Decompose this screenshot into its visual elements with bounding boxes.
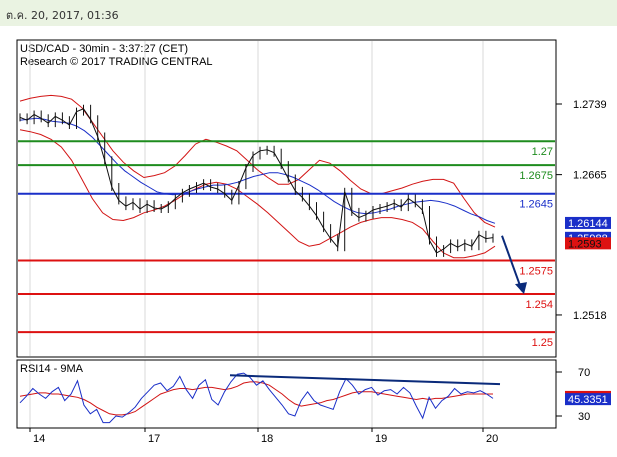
value-tag-label: 1.2593: [568, 238, 602, 250]
rsi-ma-line: [19, 381, 493, 416]
price-axis: 1.2739 1.2665 1.2518: [556, 99, 607, 322]
date-time-label: ต.ค. 20, 2017, 01:36: [6, 9, 119, 22]
date-time-bar: ต.ค. 20, 2017, 01:36: [0, 0, 617, 26]
x-tick-label: 20: [486, 433, 498, 445]
price-line: [19, 108, 494, 254]
bollinger-upper-line: [19, 94, 496, 228]
level-label: 1.2575: [519, 266, 553, 278]
rsi-panel-frame: [16, 359, 557, 429]
value-tag-box: [565, 216, 611, 229]
rsi-title: RSI14 - 9MA: [20, 363, 84, 375]
price-series: [19, 104, 494, 257]
rsi-y-tick-label: 70: [578, 367, 590, 379]
rsi-value-tag-label: 45.3351: [568, 394, 608, 406]
support-resistance-levels: 1.27 1.2675 1.2645 1.2575 1.254 1.25: [18, 140, 555, 349]
rsi-y-tick-label: 30: [578, 411, 590, 423]
value-tag-label: 1.26144: [568, 218, 608, 230]
chart-subtitle: Research © 2017 TRADING CENTRAL: [20, 56, 213, 68]
level-label: 1.254: [525, 299, 553, 311]
rsi-lines: [19, 372, 501, 424]
x-tick-label: 14: [33, 433, 45, 445]
forecast-arrow-shaft: [501, 235, 523, 292]
rsi-trendline: [229, 374, 501, 386]
x-tick-label: 17: [148, 433, 160, 445]
time-axis: 14 17 18 19 20: [29, 428, 498, 445]
y-tick-label: 1.2665: [573, 170, 607, 182]
main-panel: USD/CAD - 30min - 3:37:27 (CET) Research…: [16, 39, 611, 428]
rsi-panel: RSI14 - 9MA 703047.353445.3351: [16, 359, 611, 429]
rsi-line: [19, 372, 494, 424]
chart-title: USD/CAD - 30min - 3:37:27 (CET): [20, 43, 188, 55]
level-label: 1.27: [532, 146, 553, 158]
rsi-axis: 703047.353445.3351: [556, 367, 611, 423]
level-label: 1.2675: [519, 170, 553, 182]
bollinger-lower-line: [19, 129, 496, 259]
level-label: 1.2645: [519, 199, 553, 211]
y-tick-label: 1.2739: [573, 99, 607, 111]
forecast-arrow: [501, 235, 527, 295]
forecast-arrow-head: [515, 282, 527, 295]
vertical-grid: [29, 41, 484, 428]
level-label: 1.25: [532, 337, 553, 349]
bollinger-bands: [19, 94, 496, 259]
y-tick-label: 1.2518: [573, 310, 607, 322]
main-panel-frame: [16, 39, 557, 358]
x-tick-label: 19: [375, 433, 387, 445]
rsi-value-tag-box: [565, 393, 611, 406]
moving-average-line: [19, 117, 496, 224]
value-tag-box: [565, 237, 611, 250]
x-tick-label: 18: [261, 433, 273, 445]
